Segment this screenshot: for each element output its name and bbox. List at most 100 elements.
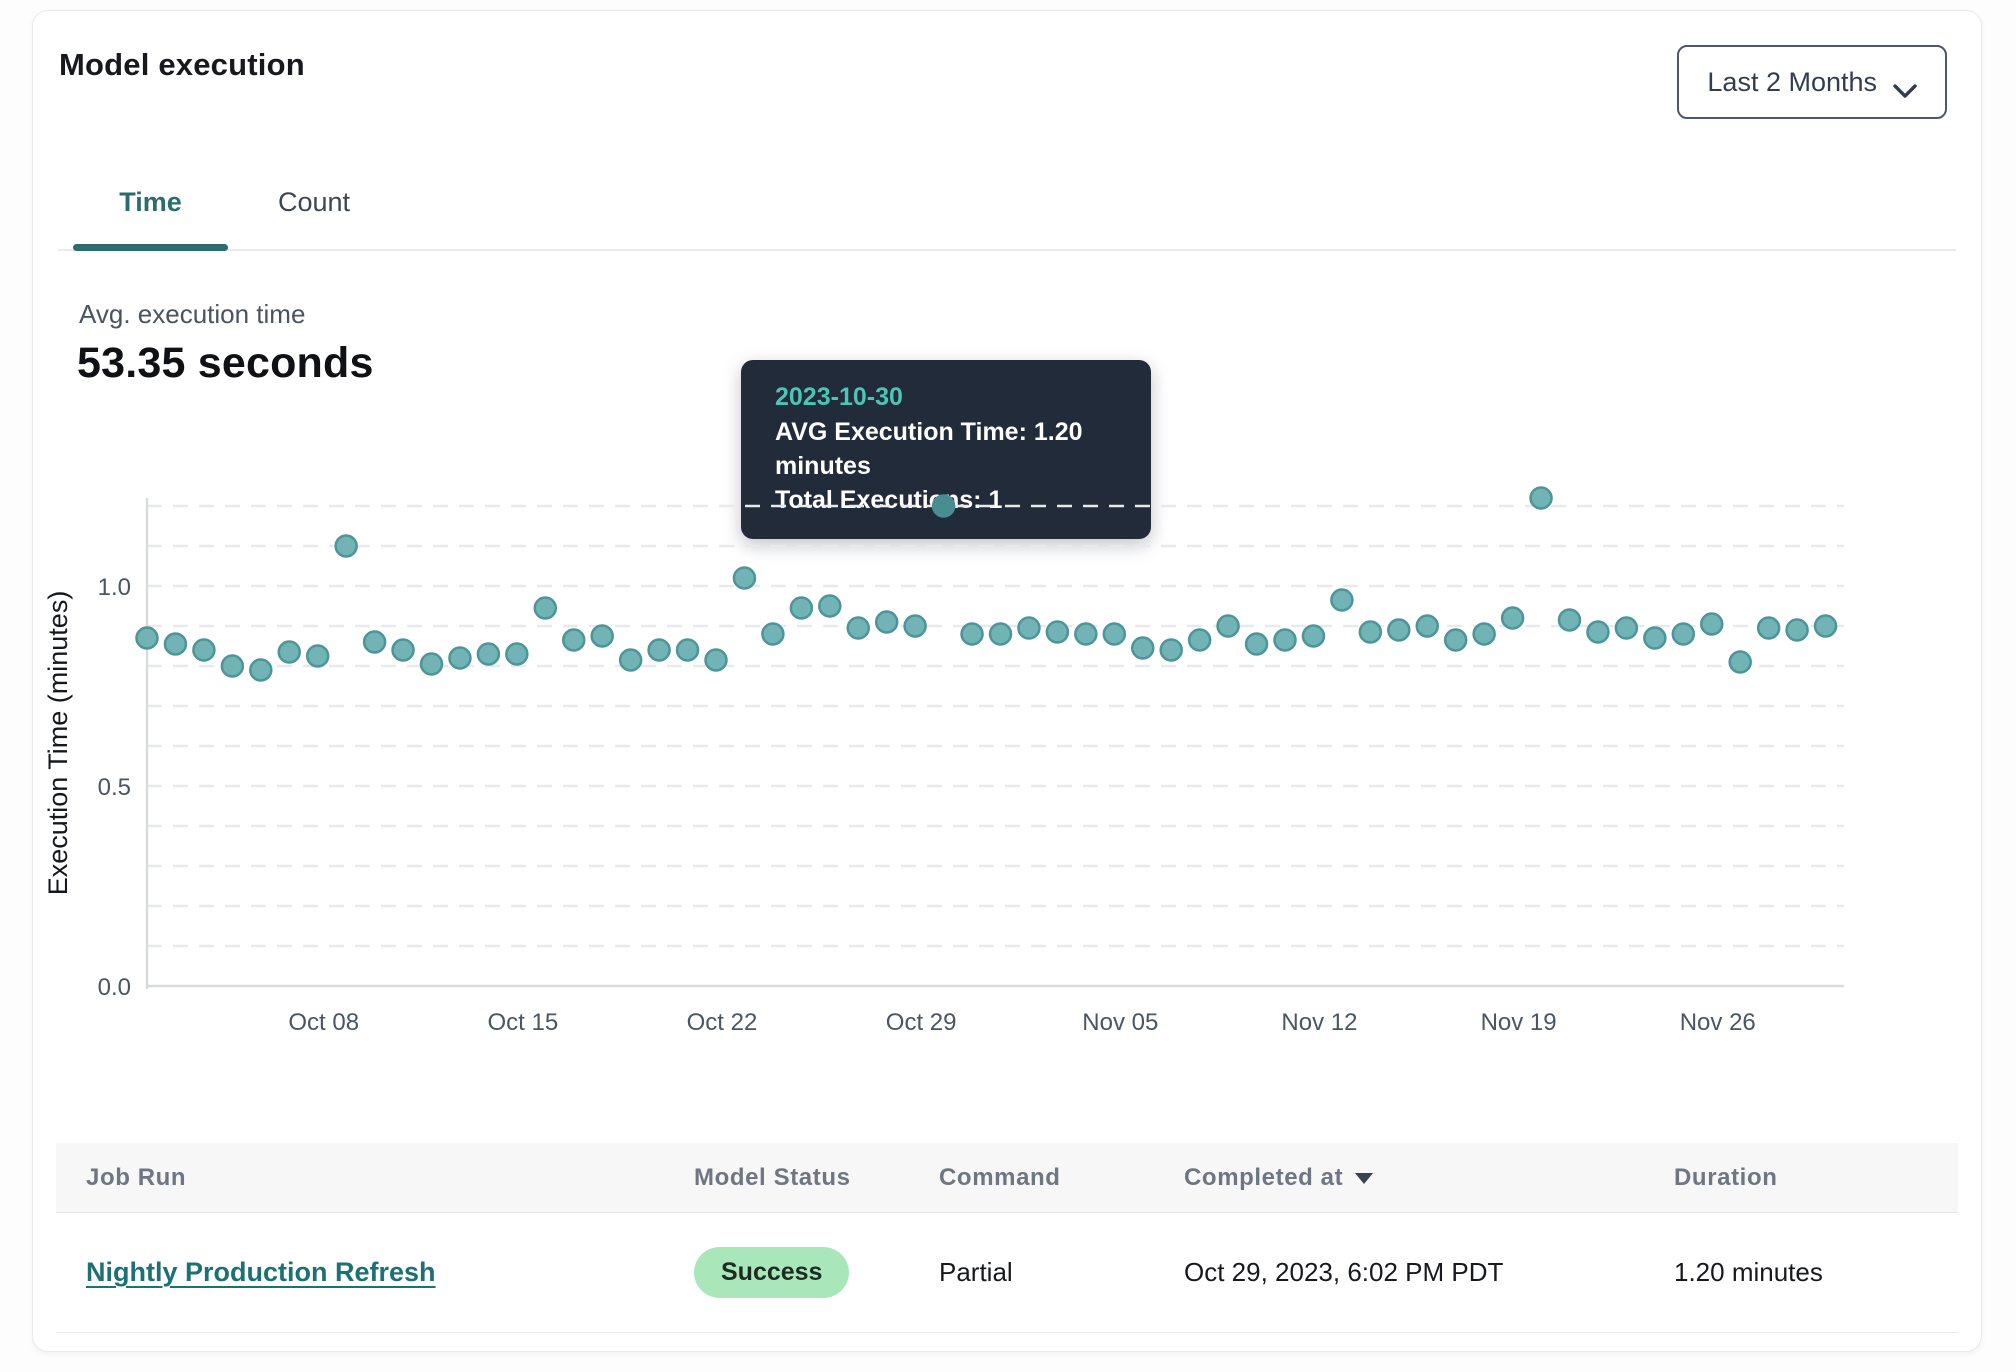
data-point[interactable] <box>960 622 984 646</box>
data-point[interactable] <box>1074 622 1098 646</box>
tooltip-total-executions: Total Executions: 1 <box>775 486 1003 514</box>
data-point[interactable] <box>1216 614 1240 638</box>
data-point[interactable] <box>988 622 1013 646</box>
data-point[interactable] <box>647 638 671 662</box>
data-point[interactable] <box>1472 622 1496 646</box>
data-point[interactable] <box>732 566 757 590</box>
data-point[interactable] <box>1529 486 1553 510</box>
data-point[interactable] <box>1330 588 1354 612</box>
data-point[interactable] <box>362 630 387 654</box>
column-header-completed-at[interactable]: Completed at <box>1184 1164 1674 1192</box>
data-point[interactable] <box>1273 628 1297 652</box>
tooltip-date: 2023-10-30 <box>775 383 903 411</box>
data-point[interactable] <box>1586 620 1610 644</box>
column-header-model-status[interactable]: Model Status <box>694 1163 851 1191</box>
data-point[interactable] <box>1443 628 1468 652</box>
execution-time-scatter-chart: 1.0 0.5 0.0 Oct 08 Oct 15 Oct 22 Oct 29 Nov 05 N… <box>41 481 1961 1081</box>
command-cell: Partial <box>939 1257 1013 1287</box>
data-point[interactable] <box>419 652 444 676</box>
column-header-command[interactable]: Command <box>939 1163 1061 1191</box>
data-point[interactable] <box>562 628 586 652</box>
data-point[interactable] <box>448 646 472 670</box>
y-tick-label: 0.0 <box>98 974 131 1001</box>
y-tick-label: 1.0 <box>98 574 131 601</box>
data-point-selected[interactable] <box>931 494 956 518</box>
status-badge: Success <box>694 1247 850 1298</box>
data-point[interactable] <box>1187 628 1212 652</box>
job-run-link[interactable]: Nightly Production Refresh <box>86 1257 436 1287</box>
x-tick-label: Nov 12 <box>1281 1009 1357 1036</box>
chevron-down-icon <box>1893 75 1917 98</box>
data-point[interactable] <box>1244 632 1269 656</box>
sort-desc-icon <box>1355 1173 1374 1184</box>
data-point[interactable] <box>1614 616 1639 640</box>
data-point[interactable] <box>1017 616 1041 640</box>
data-point[interactable] <box>1131 636 1155 660</box>
data-point[interactable] <box>1415 614 1439 638</box>
data-point[interactable] <box>1671 622 1696 646</box>
data-point[interactable] <box>476 642 501 666</box>
data-point[interactable] <box>1500 606 1525 630</box>
tab-time[interactable]: Time <box>119 187 182 217</box>
tooltip-avg-execution-time: AVG Execution Time: 1.20 minutes <box>775 418 1083 480</box>
data-point[interactable] <box>1102 622 1127 646</box>
data-point[interactable] <box>135 626 159 650</box>
job-runs-table: Job Run Model Status Command Completed a… <box>56 1143 1958 1333</box>
column-header-job-run[interactable]: Job Run <box>86 1163 187 1191</box>
data-point[interactable] <box>192 638 216 662</box>
data-point[interactable] <box>1301 624 1326 648</box>
active-tab-underline <box>73 244 228 251</box>
data-point[interactable] <box>1813 614 1838 638</box>
data-point[interactable] <box>1756 616 1781 640</box>
y-axis-title: Execution Time (minutes) <box>43 591 73 896</box>
data-point[interactable] <box>675 638 700 662</box>
data-point[interactable] <box>618 648 643 672</box>
tab-count[interactable]: Count <box>277 187 351 217</box>
data-point[interactable] <box>249 658 273 682</box>
data-point[interactable] <box>1557 608 1582 632</box>
x-tick-label: Nov 26 <box>1680 1009 1756 1036</box>
x-tick-label: Oct 15 <box>487 1009 558 1036</box>
x-tick-label: Nov 19 <box>1481 1009 1557 1036</box>
data-point[interactable] <box>505 642 529 666</box>
avg-execution-time-label: Avg. execution time <box>79 299 306 329</box>
data-point[interactable] <box>818 594 842 618</box>
data-point[interactable] <box>1159 638 1183 662</box>
data-point[interactable] <box>1700 612 1724 636</box>
duration-cell: 1.20 minutes <box>1674 1257 1823 1287</box>
data-point[interactable] <box>903 614 927 638</box>
data-point[interactable] <box>761 622 785 646</box>
tab-divider <box>58 249 1956 251</box>
data-point[interactable] <box>334 534 358 558</box>
data-point[interactable] <box>305 644 330 668</box>
x-tick-label: Oct 08 <box>288 1009 359 1036</box>
data-point[interactable] <box>1045 620 1070 644</box>
data-point[interactable] <box>1785 618 1809 642</box>
table-row: Nightly Production Refresh Success Parti… <box>56 1213 1958 1333</box>
data-point[interactable] <box>163 632 188 656</box>
data-point[interactable] <box>704 648 728 672</box>
date-range-dropdown[interactable]: Last 2 Months <box>1677 45 1947 119</box>
y-tick-label: 0.5 <box>98 774 131 801</box>
data-point[interactable] <box>789 596 814 620</box>
data-point[interactable] <box>1387 618 1411 642</box>
data-point[interactable] <box>277 640 301 664</box>
table-header-row: Job Run Model Status Command Completed a… <box>56 1143 1958 1213</box>
data-point[interactable] <box>391 638 415 662</box>
completed-at-cell: Oct 29, 2023, 6:02 PM PDT <box>1184 1257 1504 1287</box>
data-point[interactable] <box>846 616 870 640</box>
data-point[interactable] <box>590 624 614 648</box>
data-point[interactable] <box>1358 620 1383 644</box>
page-title: Model execution <box>59 47 305 82</box>
x-tick-label: Oct 29 <box>886 1009 957 1036</box>
date-range-value: Last 2 Months <box>1707 66 1877 97</box>
avg-execution-time-value: 53.35 seconds <box>77 339 374 387</box>
data-point[interactable] <box>533 596 558 620</box>
x-tick-label: Nov 05 <box>1082 1009 1158 1036</box>
data-point[interactable] <box>220 654 245 678</box>
data-point[interactable] <box>1728 650 1752 674</box>
data-point[interactable] <box>1643 626 1667 650</box>
column-header-duration[interactable]: Duration <box>1674 1163 1778 1191</box>
data-point[interactable] <box>874 610 899 634</box>
